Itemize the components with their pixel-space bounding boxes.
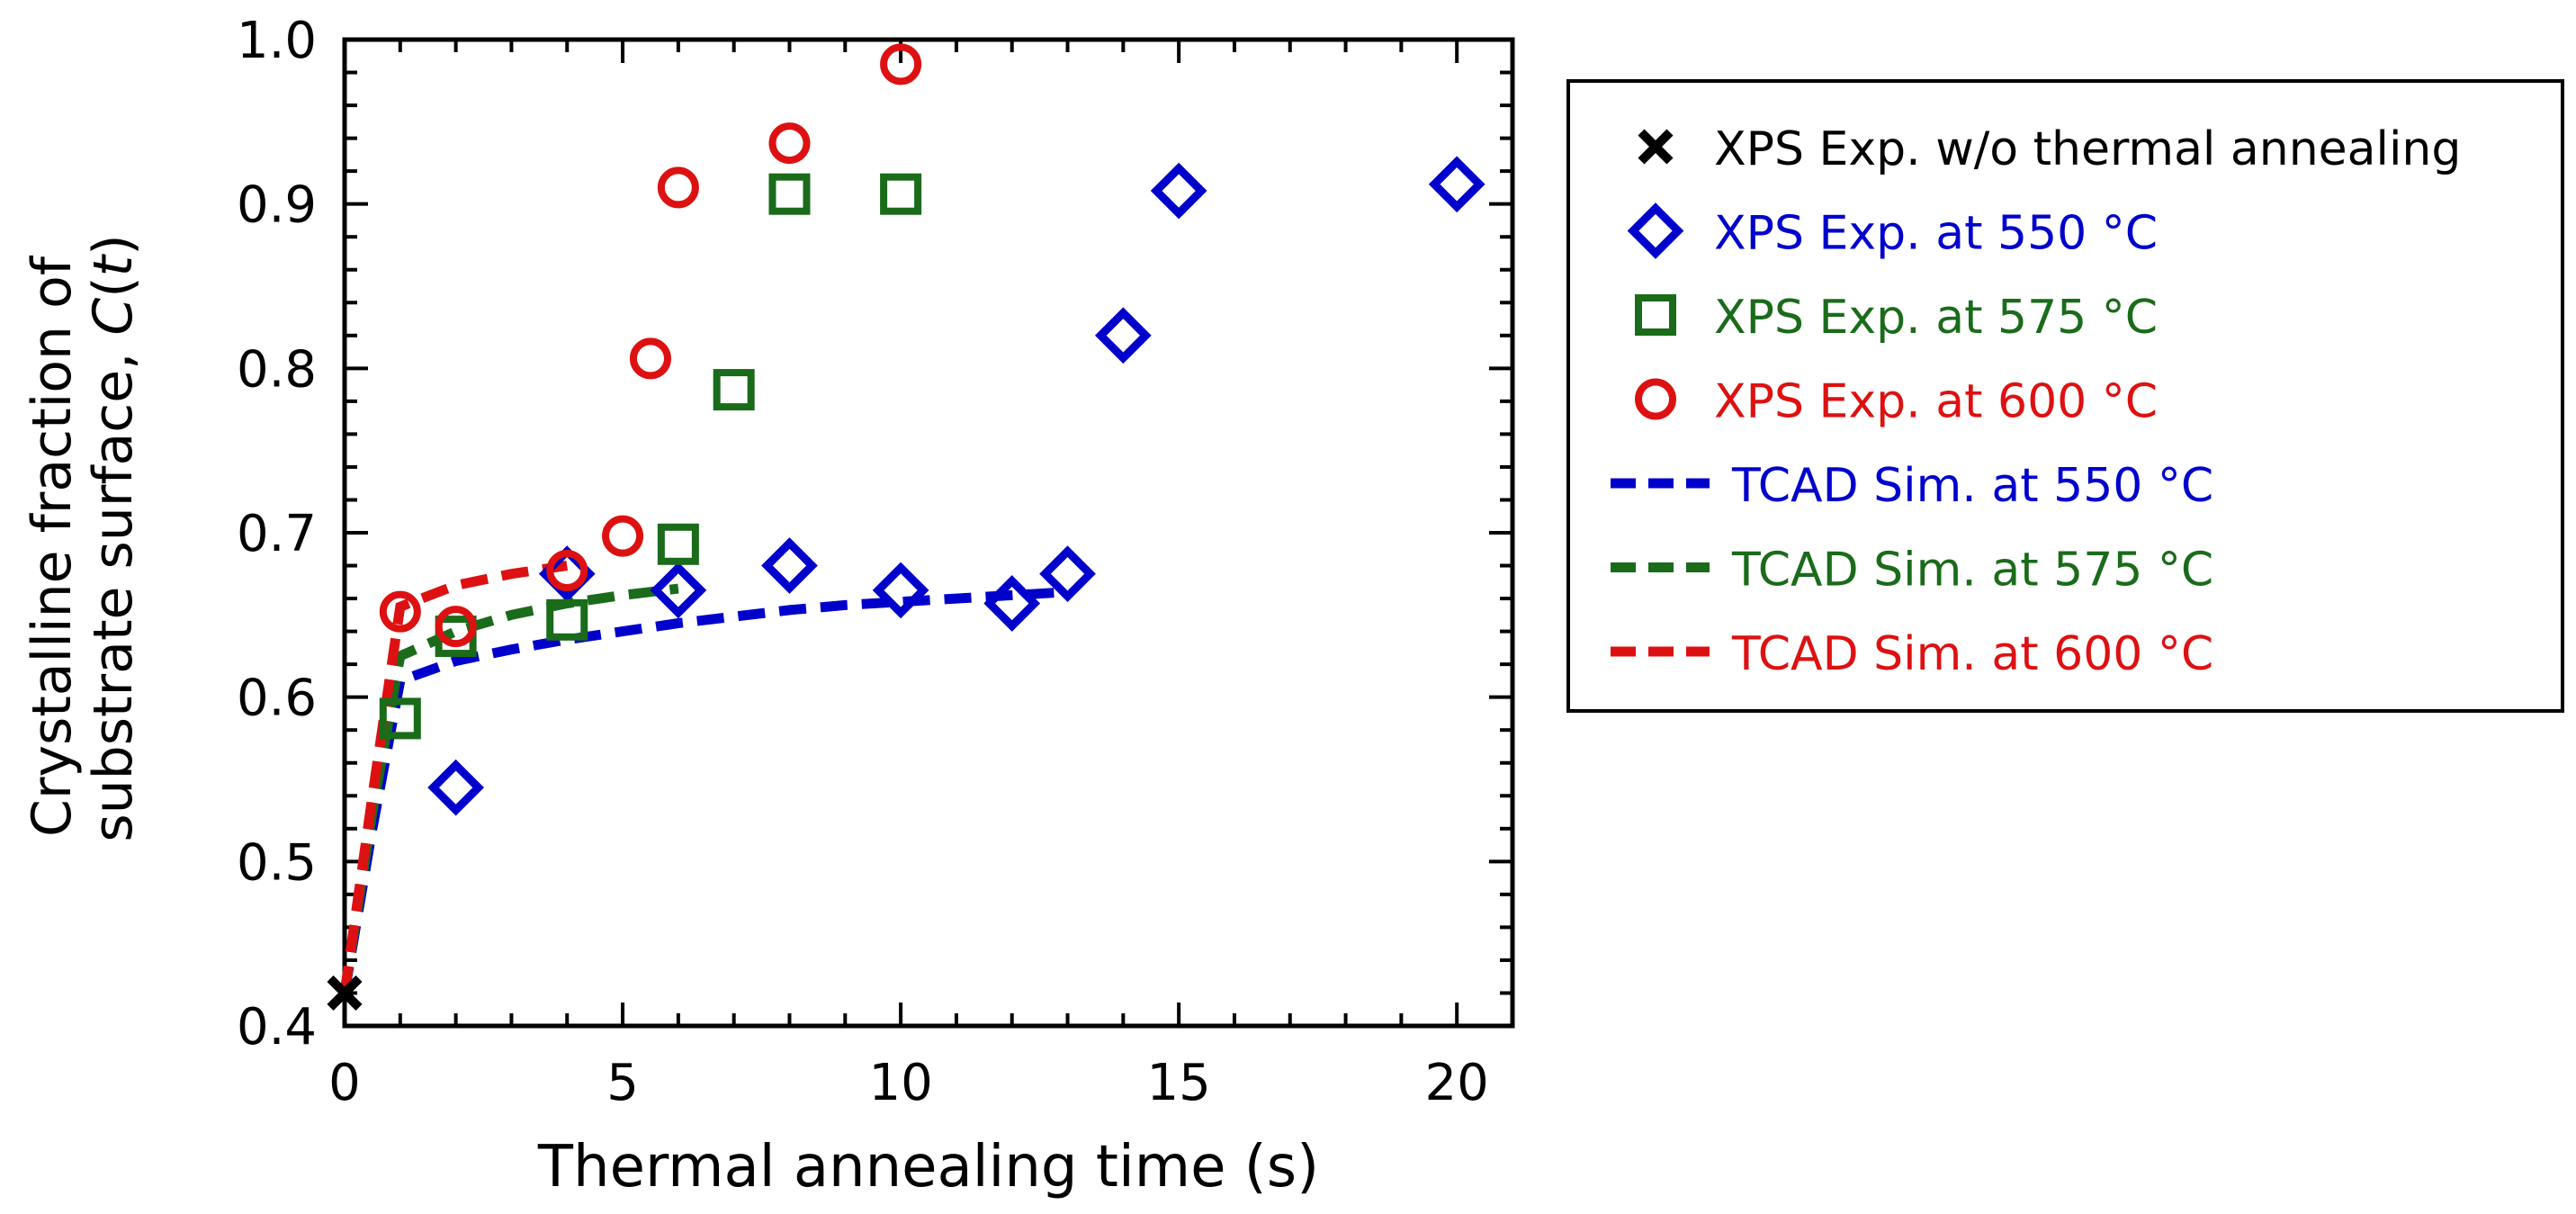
- legend-label: XPS Exp. at 600 °C: [1714, 375, 2158, 429]
- data-point-circle: [880, 43, 922, 85]
- data-point-square: [768, 173, 811, 215]
- data-point-diamond: [1039, 545, 1096, 603]
- x-tick-label: 5: [606, 1054, 639, 1112]
- legend-label: TCAD Sim. at 550 °C: [1731, 459, 2213, 513]
- data-point-square: [713, 369, 755, 411]
- y-axis-label-line2-prefix: substrate surface,: [82, 336, 145, 842]
- y-axis-label-line2: substrate surface, C(t): [82, 234, 145, 841]
- data-point-diamond: [1094, 307, 1152, 364]
- data-point-square: [379, 697, 421, 740]
- data-point-circle: [602, 515, 644, 557]
- data-point-diamond: [1428, 156, 1485, 213]
- legend-label: XPS Exp. at 575 °C: [1714, 291, 2158, 345]
- y-tick-labels: 0.4 0.5 0.6 0.7 0.8 0.9 1.0: [237, 12, 317, 1057]
- x-tick-label: 15: [1147, 1054, 1211, 1112]
- y-tick-label: 0.5: [237, 833, 317, 892]
- legend-label: TCAD Sim. at 575 °C: [1731, 544, 2213, 598]
- legend-box: [1566, 79, 2564, 713]
- y-tick-label: 1.0: [237, 12, 317, 70]
- legend-marker-x: [1638, 129, 1674, 165]
- data-point-circle: [435, 606, 477, 648]
- data-point-diamond: [983, 575, 1041, 632]
- series-line: [339, 561, 569, 994]
- y-axis-label-close-paren: ): [82, 234, 145, 255]
- data-point-circle: [379, 590, 421, 633]
- y-axis-label-var-c: C: [82, 298, 145, 336]
- legend-label: XPS Exp. w/o thermal annealing: [1714, 122, 2461, 176]
- axis-ticks: [343, 38, 1514, 1028]
- x-axis-label: Thermal annealing time (s): [537, 1134, 1319, 1201]
- simulation-lines: [339, 561, 1068, 994]
- legend-marker-circle: [1635, 378, 1676, 420]
- y-axis-label-open-paren: (: [82, 276, 145, 297]
- data-point-circle: [629, 337, 671, 380]
- y-tick-label: 0.4: [237, 998, 317, 1057]
- legend-label: TCAD Sim. at 600 °C: [1731, 627, 2213, 681]
- data-point-circle: [546, 550, 588, 592]
- data-point-diamond: [872, 562, 929, 619]
- x-tick-label: 20: [1425, 1054, 1489, 1112]
- data-point-square: [880, 173, 922, 215]
- x-tick-label: 10: [868, 1054, 932, 1112]
- series-line: [339, 587, 1068, 994]
- y-axis-label-line1: Crystalline fraction of: [21, 255, 84, 837]
- x-tick-labels: 0 5 10 15 20: [328, 1054, 1489, 1112]
- y-axis-label: Crystalline fraction of substrate surfac…: [21, 234, 145, 841]
- data-point-diamond: [427, 759, 484, 816]
- data-point-square: [546, 598, 588, 641]
- legend: XPS Exp. w/o thermal annealing XPS Exp. a…: [1611, 122, 2461, 681]
- data-point-diamond: [1150, 162, 1207, 220]
- data-point-circle: [657, 166, 699, 209]
- y-tick-label: 0.7: [237, 505, 317, 563]
- data-point-circle: [768, 122, 811, 165]
- y-axis-label-var-t: t: [82, 253, 145, 276]
- data-point-square: [657, 523, 699, 565]
- y-tick-label: 0.8: [237, 340, 317, 399]
- y-tick-label: 0.9: [237, 176, 317, 235]
- x-tick-label: 0: [328, 1054, 361, 1112]
- data-point-diamond: [761, 537, 818, 594]
- plot-area-frame: [342, 37, 1515, 1029]
- legend-label: XPS Exp. at 550 °C: [1714, 207, 2158, 261]
- data-point-diamond: [650, 562, 707, 619]
- legend-marker-square: [1635, 294, 1676, 336]
- data-markers: [327, 43, 1485, 1012]
- y-tick-label: 0.6: [237, 670, 317, 728]
- data-point-x: [327, 975, 363, 1012]
- legend-marker-diamond: [1627, 202, 1684, 259]
